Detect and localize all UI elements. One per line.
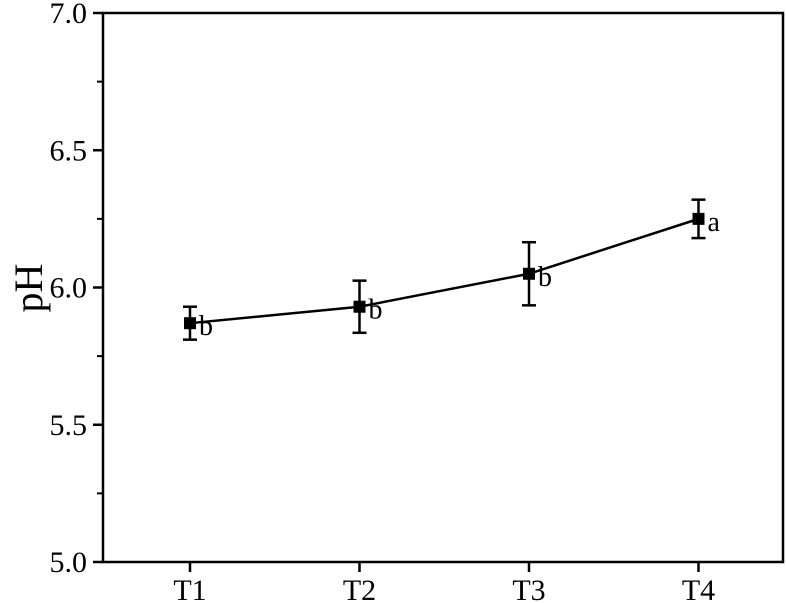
significance-label: b [538,262,552,293]
x-tick-label: T1 [173,574,206,603]
y-tick-label: 5.0 [50,546,88,579]
x-tick-label: T4 [682,574,715,603]
x-axis-ticks: T1 T2 T3 T4 [173,562,715,603]
data-point [184,317,196,330]
y-tick-label: 6.0 [50,272,88,305]
significance-label: b [199,311,213,342]
significance-label: a [708,207,721,238]
y-tick-label: 5.5 [50,409,88,442]
data-point [353,300,366,313]
significance-label: b [369,295,383,326]
axes [101,11,785,564]
y-tick-label: 7.0 [50,0,88,30]
data-point [692,212,705,225]
data-point [523,267,535,280]
plot-frame [101,11,785,564]
series: b b b a [183,198,721,342]
y-axis-title: pH [6,264,51,313]
series-line [189,217,699,325]
y-axis-ticks: 5.0 5.5 6.0 6.5 7.0 [50,0,103,579]
x-tick-label: T3 [512,574,545,603]
x-tick-label: T2 [343,574,376,603]
y-tick-label: 6.5 [50,134,88,167]
